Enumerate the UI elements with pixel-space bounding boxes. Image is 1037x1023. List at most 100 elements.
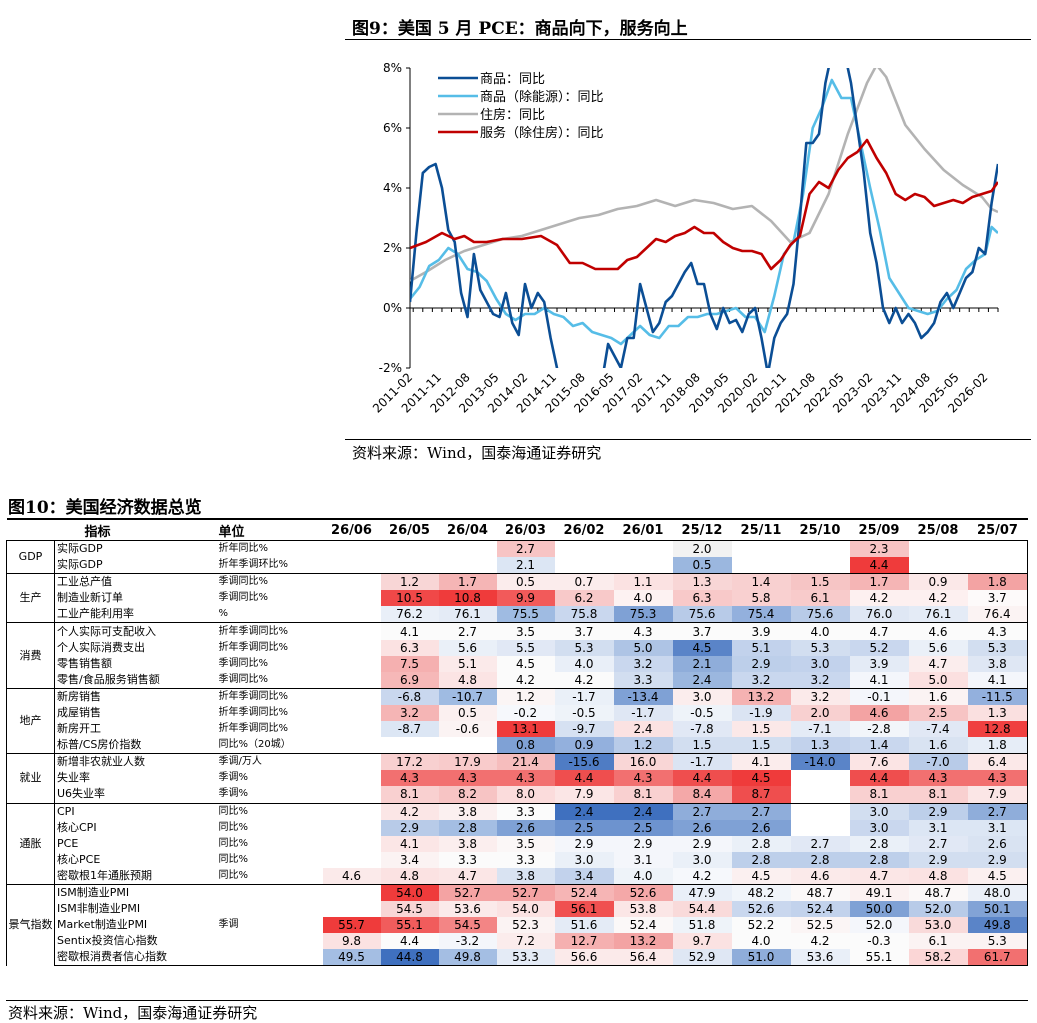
value-cell: 2.9 [672,835,732,852]
value-cell: 4.3 [967,622,1028,640]
value-cell: 4.4 [849,770,909,787]
value-cell: 3.3 [496,851,555,868]
unit-cell: 季调 [218,919,239,931]
value-cell: 1.7 [438,573,497,591]
legend-label: 服务（除住房）：同比 [480,125,604,141]
value-cell: 1.4 [731,573,791,591]
value-cell: -0.6 [438,721,497,738]
value-cell: 5.3 [790,639,850,656]
value-cell: 8.1 [613,786,673,804]
pce-line-chart: -2%0%2%4%6%8%2011-022011-112012-082013-0… [370,61,999,416]
value-cell: 3.2 [380,704,439,722]
value-cell: 8.4 [672,786,732,804]
unit-cell: 折年季调环比% [216,557,323,575]
value-cell: 49.1 [849,883,909,902]
value-cell: 4.5 [731,867,791,885]
figure10-title: 图10：美国经济数据总览 [8,498,202,518]
y-tick-label: 6% [383,121,402,135]
header-month: 25/08 [908,518,968,541]
value-cell: 6.3 [380,639,439,656]
value-cell: 3.0 [672,687,732,705]
value-cell: 52.6 [731,901,791,918]
unit-cell: 折年季调同比% [218,641,289,653]
value-cell: -0.5 [554,704,614,722]
table-row: U6失业率 季调% 8.1 8.2 8.0 7.9 8.1 8.4 8.7 8.1 8.1 7.9 [7,786,1028,804]
value-cell: -7.0 [908,753,968,771]
value-cell: 2.9 [613,835,673,852]
y-tick-label: 4% [383,181,402,195]
value-cell: 2.9 [731,655,791,672]
value-cell: 2.8 [438,819,497,836]
value-cell: 52.6 [613,883,673,902]
value-cell: 4.3 [908,770,968,787]
value-cell: 8.2 [438,786,497,804]
value-cell [908,540,968,558]
value-cell: 0.9 [908,573,968,591]
value-cell: 76.1 [438,606,497,624]
value-cell: 9.8 [322,933,381,950]
unit-cell [216,883,323,902]
value-cell: 2.6 [496,819,555,836]
value-cell: -1.7 [554,687,614,705]
value-cell [322,622,381,640]
value-cell: 4.5 [967,867,1028,885]
y-tick-label: -2% [379,361,402,375]
indicator-cell: 个人实际消费支出 [57,640,145,654]
value-cell: 3.1 [908,819,968,836]
value-cell [323,901,381,917]
value-cell: 76.4 [967,606,1028,624]
value-cell: 56.4 [613,949,673,967]
value-cell: 52.4 [613,917,673,934]
unit-cell: 季调同比% [216,671,323,689]
value-cell: 52.0 [908,901,968,918]
table-row: 制造业新订单 季调同比% 10.5 10.8 9.9 6.2 4.0 6.3 5.8 6.1 4.2… [7,590,1028,607]
value-cell: 3.8 [438,835,497,852]
table-header-row: 指标 单位 26/06 26/05 26/04 26/03 26/02 26/0… [6,518,1028,541]
value-cell: -0.5 [672,704,732,722]
value-cell: 53.6 [438,901,497,918]
value-cell: 5.0 [908,671,968,689]
table-row: 实际GDP 折年季调环比% 2.1 0.5 4.4 [7,557,1028,575]
value-cell [967,557,1028,575]
value-cell: 52.5 [790,917,850,934]
value-cell: -1.7 [613,704,673,722]
value-cell: 1.7 [849,573,909,591]
table-row: 消费 个人实际可支配收入 折年季调同比% 4.1 2.7 3.5 3.7 4.3 3.7 3.9 4… [6,622,1028,689]
value-cell: 3.7 [967,590,1028,607]
value-cell: 44.8 [380,949,439,967]
value-cell [322,883,381,902]
table-row: 地产 新房销售 折年季调同比% -6.8 -10.7 1.2 -1.7 -13.4 3.0 13.… [6,687,1028,754]
group-label: 景气指数 [6,883,55,966]
value-cell [380,737,439,755]
table-row: 通胀 CPI 同比% 4.2 3.8 3.3 2.4 2.4 2.7 2.7 3.0 2.9 2.7 [6,802,1028,885]
indicator-cell: 新房开工 [57,722,101,736]
value-cell: 2.8 [849,851,909,868]
value-cell: 5.2 [849,639,909,656]
value-cell: 8.1 [849,786,909,804]
value-cell: 4.1 [380,835,439,852]
value-cell: 2.9 [967,851,1028,868]
value-cell: 2.5 [554,819,614,836]
value-cell: 2.4 [672,671,732,689]
value-cell: 3.2 [731,671,791,689]
value-cell [908,557,968,575]
table-row: 就业 新增非农就业人数 季调/万人 17.2 17.9 21.4 -15.6 16.0 -1.7… [6,753,1028,803]
value-cell: 1.6 [908,737,968,755]
value-cell: 75.5 [496,606,555,624]
value-cell: 56.6 [554,949,614,967]
value-cell: 0.5 [496,573,555,591]
value-cell: 3.9 [731,622,791,640]
value-cell [322,557,381,575]
indicator-cell: 密歇根1年通胀预期 [54,867,217,885]
group-label: 通胀 [6,802,55,885]
value-cell [438,557,497,575]
value-cell: 47.9 [672,883,732,902]
value-cell: 3.5 [496,622,555,640]
value-cell: 2.0 [790,704,850,722]
value-cell: 3.9 [849,655,909,672]
value-cell: 5.3 [967,639,1028,656]
header-month: 26/02 [554,518,614,541]
figure9-bottom-rule [345,439,1031,440]
value-cell: 4.6 [849,704,909,722]
value-cell: 5.3 [554,639,614,656]
